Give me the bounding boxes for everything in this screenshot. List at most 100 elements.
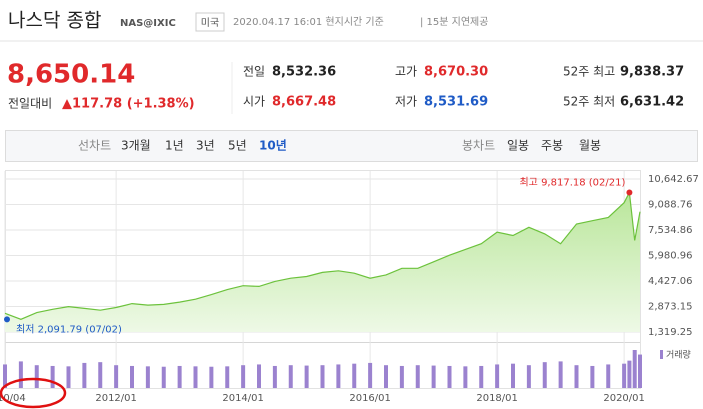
market-box — [195, 12, 225, 32]
title: 나스닥 종합 — [8, 10, 101, 32]
tab[interactable]: 3개월 — [121, 139, 151, 153]
low-label: 최저 2,091.79 (07/02) — [16, 323, 122, 335]
volume-bar — [257, 364, 261, 388]
volume-bar — [241, 365, 246, 388]
x-tick-label: 2014/01 — [222, 393, 264, 404]
volume-bar — [320, 365, 325, 388]
stat-value: 8,532.36 — [272, 65, 336, 80]
delay: | 15분 지연제공 — [420, 16, 488, 28]
tab[interactable]: 5년 — [228, 139, 247, 153]
tab-group-label: 봉차트 — [462, 139, 495, 153]
stat-value: 8,667.48 — [272, 95, 336, 110]
code: NAS@IXIC — [120, 18, 176, 29]
volume-bar — [606, 364, 611, 388]
volume-bar — [82, 362, 87, 388]
tab[interactable]: 10년 — [259, 139, 287, 153]
highlight-circle — [0, 377, 67, 409]
tab[interactable]: 일봉 — [507, 139, 529, 153]
volume-bar — [558, 361, 563, 388]
volume-bar — [66, 366, 71, 388]
stat-value: 6,631.42 — [620, 95, 684, 110]
volume-bar — [3, 364, 7, 388]
volume-bar — [415, 365, 420, 388]
volume-bar — [177, 365, 182, 388]
volume-bar — [479, 365, 484, 388]
volume-bar — [399, 365, 404, 388]
volume-bar — [209, 366, 214, 388]
volume-bar — [627, 360, 632, 388]
tab-bar — [5, 130, 698, 162]
volume-bar — [463, 366, 468, 388]
volume-bar — [622, 363, 627, 388]
change: ▲117.78 (+1.38%) — [62, 97, 195, 112]
plot: 1,319.25 2,873.15 4,427.06 5,980.96 7,534.86… — [0, 171, 699, 404]
low-marker — [4, 316, 10, 323]
y-tick-label: 9,088.76 — [648, 200, 693, 211]
volume-bar — [193, 366, 198, 388]
price-line — [4, 190, 641, 320]
volume-bar — [632, 350, 637, 388]
legend-label: 거래량 — [666, 349, 691, 361]
time: 2020.04.17 16:01 현지시간 기준 — [233, 16, 384, 28]
volume-bar — [288, 365, 293, 388]
x-tick-label: 2010/04 — [0, 393, 26, 404]
volume-bar — [574, 365, 579, 388]
y-tick-label: 10,642.67 — [648, 174, 699, 185]
volume-bar — [511, 363, 515, 388]
volume-bar — [638, 354, 642, 388]
volume-bar — [495, 364, 500, 388]
volume-bar — [431, 365, 436, 388]
y-tick-label: 1,319.25 — [648, 327, 693, 338]
volume-bar — [161, 366, 166, 388]
volume-bar — [272, 365, 277, 388]
stat-value: 9,838.37 — [620, 65, 684, 80]
change-label: 전일대비 — [8, 97, 52, 111]
volume-bar — [526, 365, 531, 388]
volume-bar — [447, 365, 452, 388]
y-tick-label: 2,873.15 — [648, 302, 693, 313]
tab[interactable]: 주봉 — [541, 139, 563, 153]
volume-bar — [368, 362, 373, 388]
volume-bar — [590, 365, 595, 388]
legend-swatch — [660, 350, 663, 359]
y-tick-label: 5,980.96 — [648, 251, 693, 262]
volume-bar — [542, 362, 547, 388]
tab[interactable]: 1년 — [165, 139, 184, 153]
stat-label: 고가 — [395, 65, 417, 79]
volume-bar — [304, 365, 309, 388]
volume-bar — [114, 365, 119, 388]
stat-label: 저가 — [395, 95, 417, 109]
volume-bar — [18, 361, 23, 388]
tab[interactable]: 월봉 — [579, 139, 601, 153]
high-label: 최고 9,817.18 (02/21) — [519, 177, 625, 189]
tab[interactable]: 3년 — [196, 139, 215, 153]
volume-bar — [34, 365, 39, 388]
stat-value: 8,531.69 — [424, 95, 488, 110]
volume-bar — [50, 365, 55, 388]
stat-value: 8,670.30 — [424, 65, 488, 80]
x-tick-label: 2016/01 — [349, 393, 391, 404]
high-marker — [626, 189, 633, 196]
stat-label: 52주 최저 — [563, 95, 615, 109]
tab-group-label: 선차트 — [78, 139, 111, 153]
y-tick-label: 7,534.86 — [648, 225, 693, 236]
y-tick-label: 4,427.06 — [648, 276, 693, 287]
stat-label: 전일 — [243, 65, 265, 79]
volume-bar — [130, 365, 134, 388]
volume-bar — [336, 364, 341, 388]
market: 미국 — [201, 17, 219, 29]
volume-bar — [352, 363, 357, 388]
price-area — [5, 192, 640, 332]
volume-bar — [384, 365, 388, 388]
volume-bar — [225, 366, 230, 388]
volume-bar — [98, 362, 103, 388]
stat-label: 52주 최고 — [563, 65, 615, 79]
x-tick-label: 2018/01 — [476, 393, 518, 404]
stat-label: 시가 — [243, 95, 265, 109]
price: 8,650.14 — [7, 60, 135, 90]
x-tick-label: 2020/01 — [603, 393, 645, 404]
volume-bar — [145, 366, 150, 388]
x-tick-label: 2012/01 — [95, 393, 137, 404]
